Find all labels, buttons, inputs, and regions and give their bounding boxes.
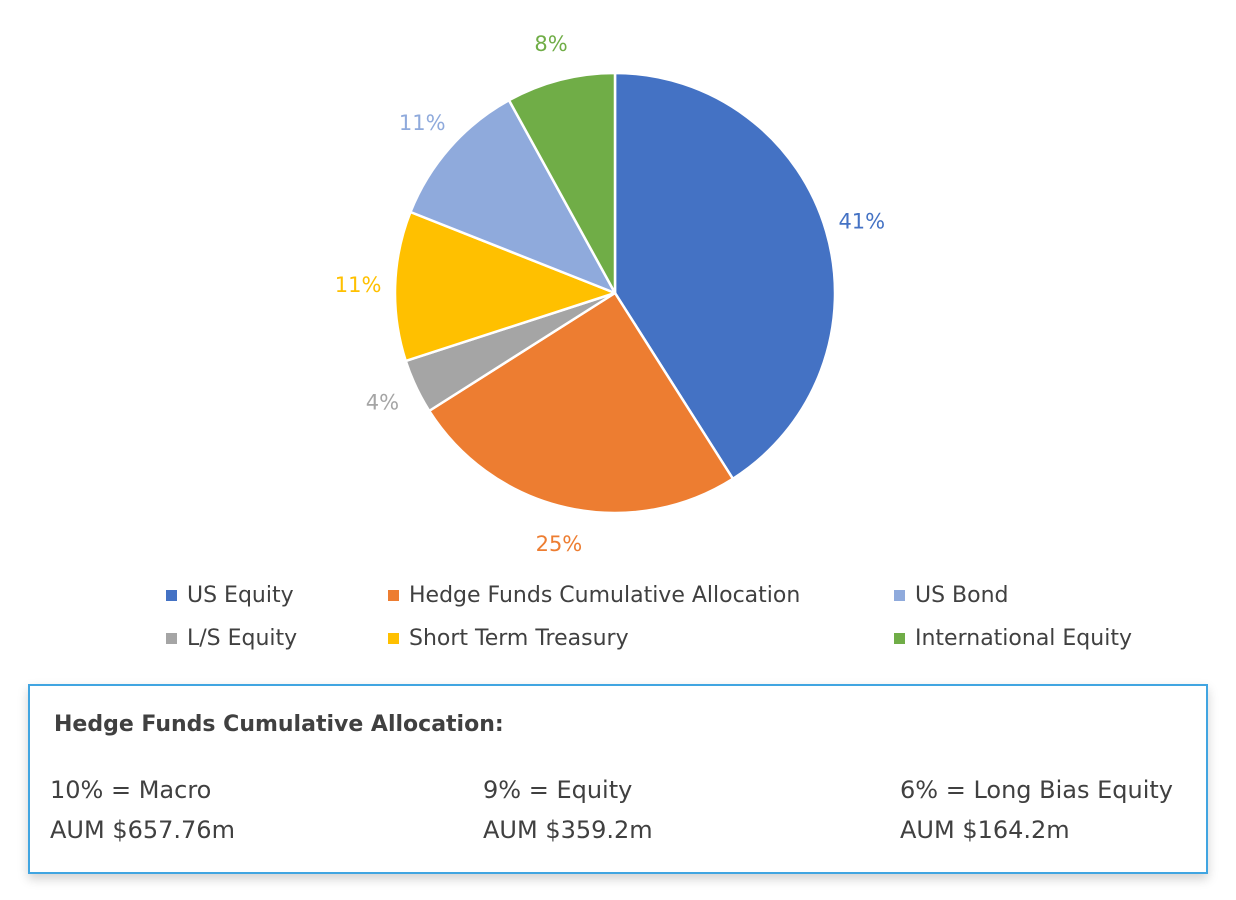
legend-item-us-bond: US Bond — [894, 579, 1009, 611]
legend-label-ls-equity: L/S Equity — [187, 625, 298, 651]
legend-label-us-bond: US Bond — [915, 582, 1009, 608]
pie-slice-international-equity — [507, 71, 617, 295]
pie-slices — [393, 71, 837, 515]
legend-label-us-equity: US Equity — [187, 582, 294, 608]
data-label-short-term-treasury: 11% — [335, 273, 382, 297]
data-label-us-equity: 41% — [838, 209, 885, 233]
allocation-long-bias-equity: 6% = Long Bias Equity — [900, 776, 1174, 804]
data-label-us-bond: 11% — [399, 111, 446, 135]
pie-chart: 41% 25% 4% 11% 11% 8% — [335, 32, 885, 556]
info-box-title: Hedge Funds Cumulative Allocation: — [54, 712, 504, 737]
legend-label-hedge-funds: Hedge Funds Cumulative Allocation — [409, 582, 801, 608]
aum-macro: AUM $657.76m — [50, 816, 235, 844]
legend-label-short-term-treasury: Short Term Treasury — [409, 625, 629, 651]
legend-item-international-equity: International Equity — [894, 622, 1132, 654]
allocation-equity: 9% = Equity — [483, 776, 633, 804]
data-label-l-s-equity: 4% — [366, 390, 399, 414]
pie-slice-short-term-treasury — [393, 210, 617, 363]
legend-item-hedge-funds: Hedge Funds Cumulative Allocation — [388, 579, 800, 611]
legend-item-us-equity: US Equity — [166, 579, 294, 611]
legend-swatch-ls-equity — [166, 632, 177, 644]
pie-slice-us-equity — [613, 71, 837, 481]
legend-swatch-hedge-funds — [388, 589, 399, 601]
allocation-macro: 10% = Macro — [50, 776, 212, 804]
legend-swatch-international-equity — [894, 632, 905, 644]
pie-slice-hedge-funds-cumulative-allocation — [427, 291, 735, 515]
info-column-macro: 10% = Macro AUM $657.76m — [50, 770, 235, 850]
legend-swatch-us-equity — [166, 589, 177, 601]
info-column-equity: 9% = Equity AUM $359.2m — [483, 770, 653, 850]
legend-item-ls-equity: L/S Equity — [166, 622, 297, 654]
pie-slice-us-bond — [409, 98, 617, 295]
legend-swatch-us-bond — [894, 589, 905, 601]
legend-label-international-equity: International Equity — [915, 625, 1132, 651]
hedge-funds-info-box: Hedge Funds Cumulative Allocation: 10% =… — [28, 684, 1208, 874]
legend-item-short-term-treasury: Short Term Treasury — [388, 622, 629, 654]
data-label-hedge-funds-cumulative-allocation: 25% — [536, 532, 583, 556]
legend: US Equity Hedge Funds Cumulative Allocat… — [0, 578, 1236, 668]
legend-swatch-short-term-treasury — [388, 632, 399, 644]
data-label-international-equity: 8% — [534, 32, 567, 56]
pie-data-labels: 41% 25% 4% 11% 11% 8% — [335, 32, 885, 556]
aum-long-bias-equity: AUM $164.2m — [900, 816, 1070, 844]
info-column-long-bias-equity: 6% = Long Bias Equity AUM $164.2m — [900, 770, 1173, 850]
aum-equity: AUM $359.2m — [483, 816, 653, 844]
